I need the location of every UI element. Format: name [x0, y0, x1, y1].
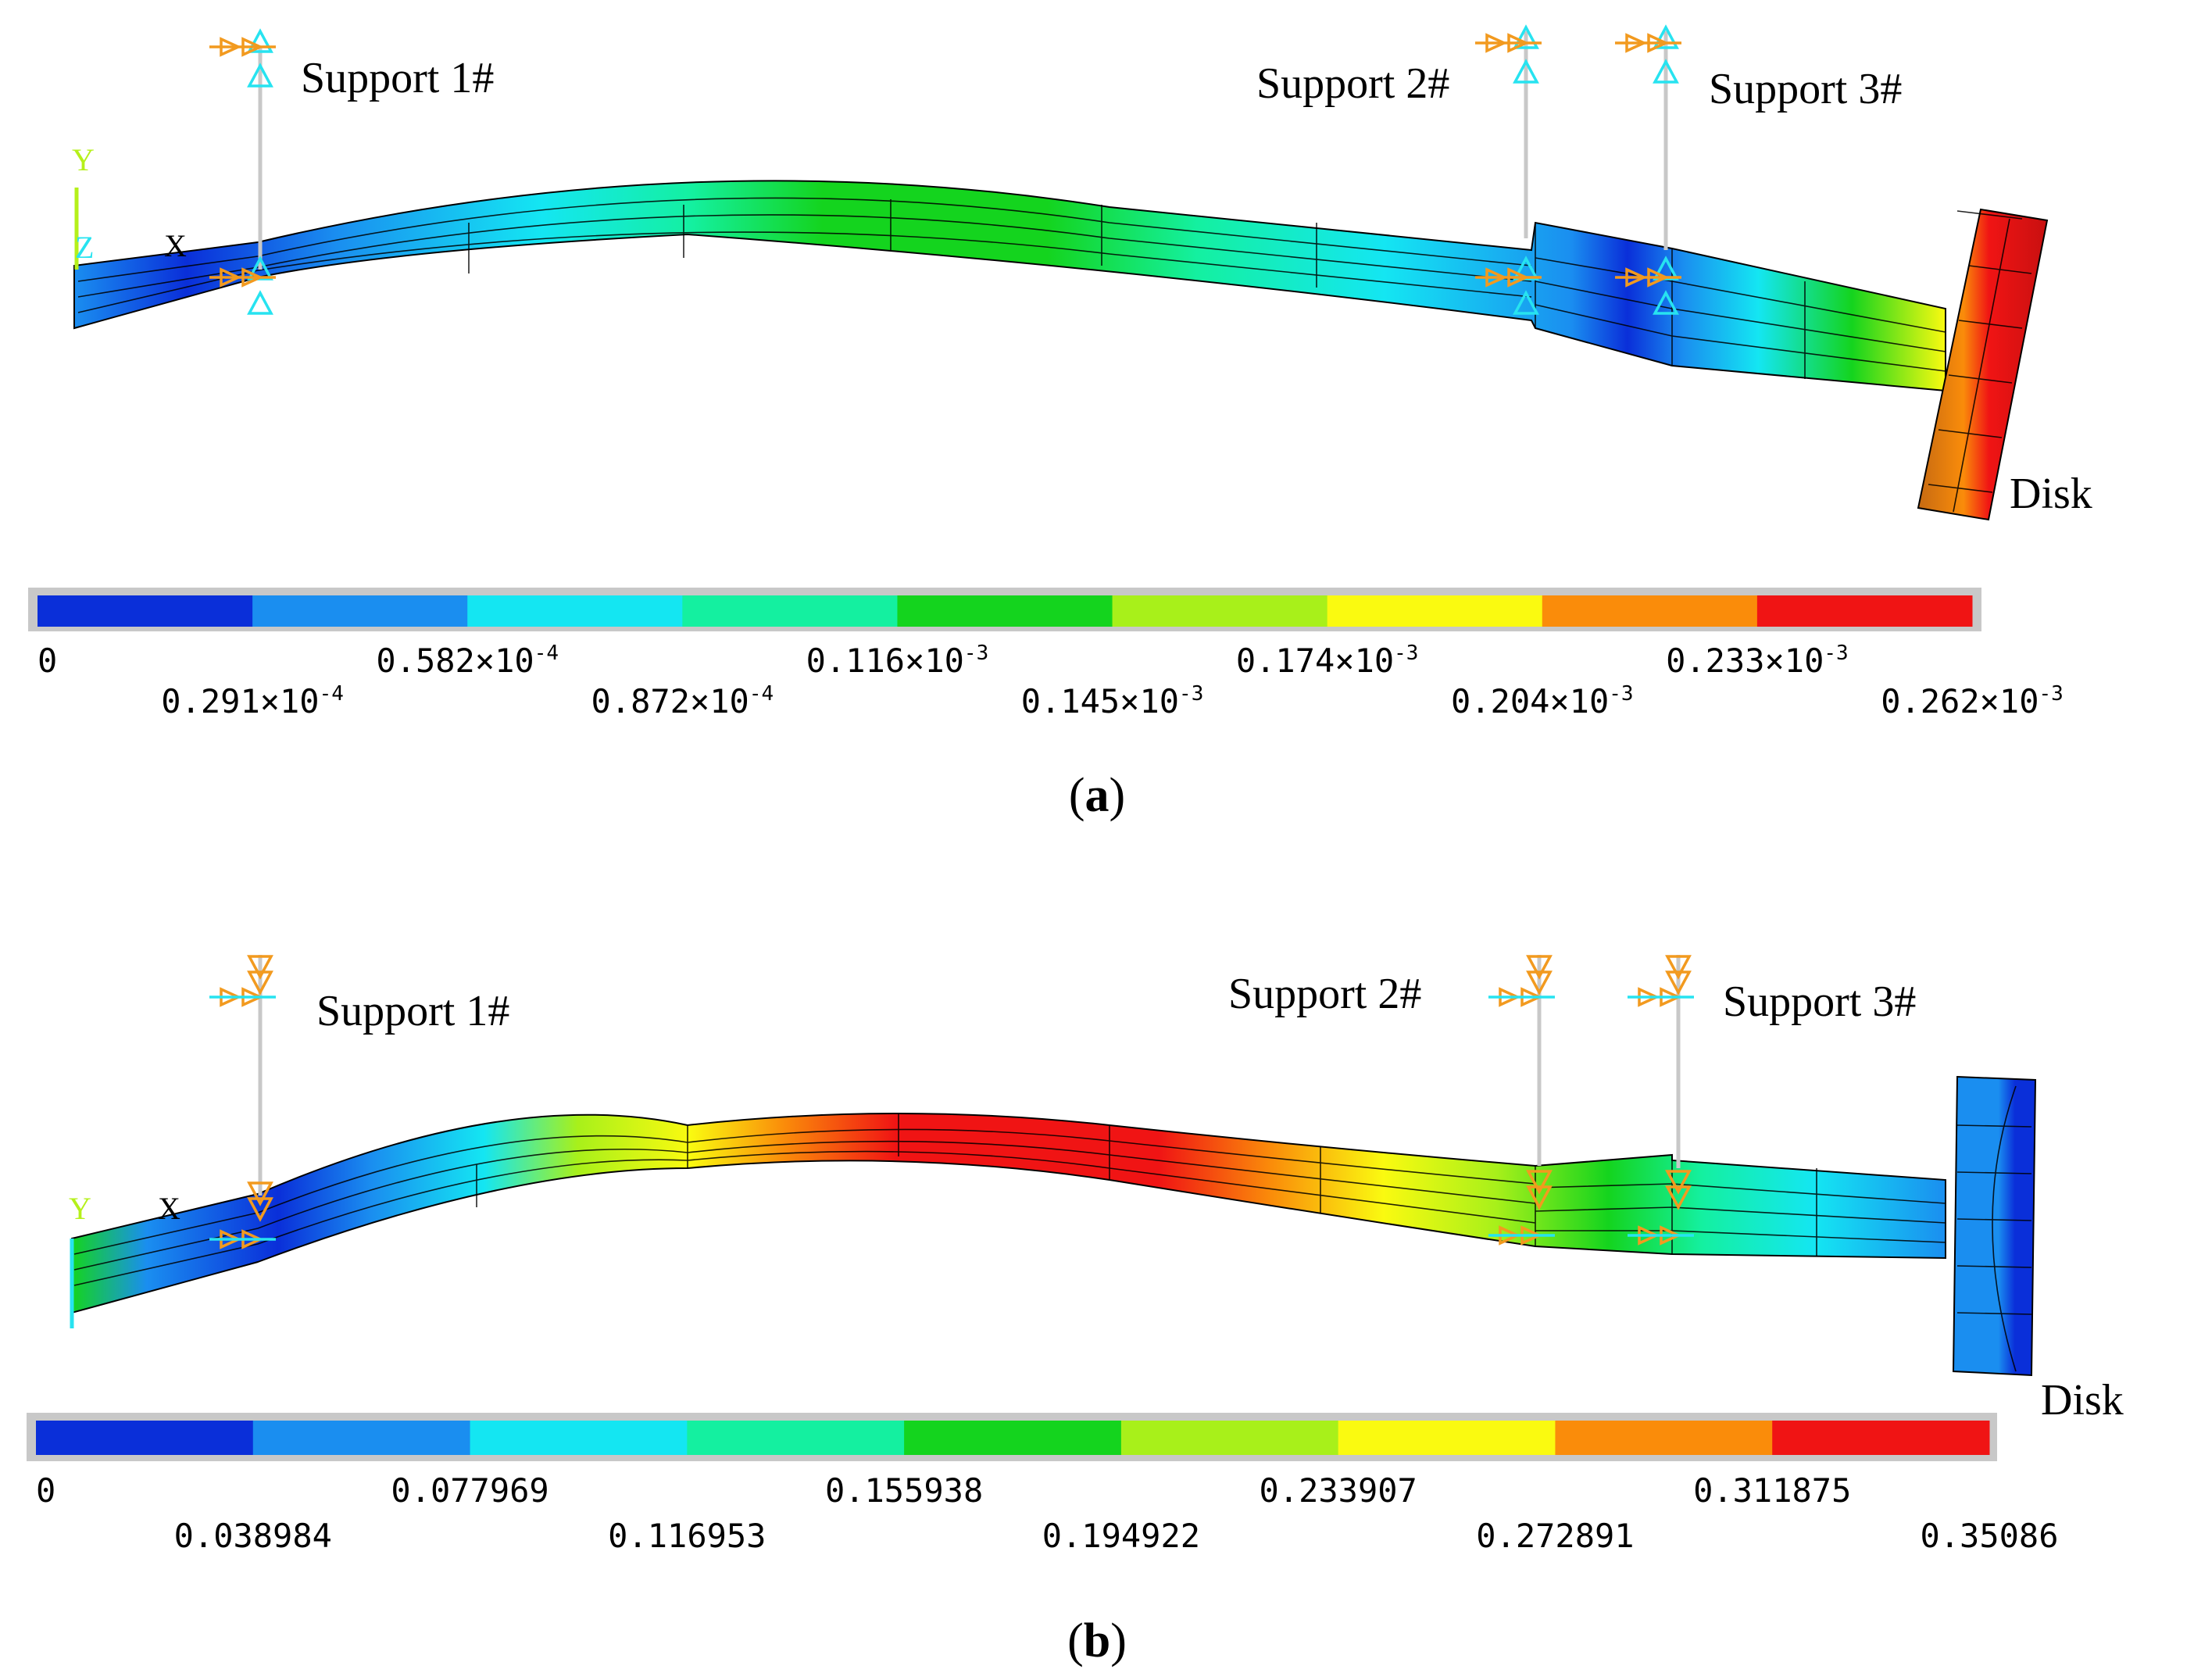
legend-swatch-b-1: [252, 1421, 471, 1455]
legend-tick-top-b-3: 0.233907: [1260, 1471, 1417, 1510]
legend-swatch-b-7: [1555, 1421, 1773, 1455]
legend-tick-bottom-b-4: 0.35086: [1920, 1517, 2058, 1555]
legend-tick-top-b-0: 0: [36, 1471, 55, 1510]
constraint-support3-top-a: [1615, 24, 1681, 84]
color-legend-a: 0 0.582×10-4 0.116×10-3 0.174×10-3 0.233×10-…: [28, 588, 2064, 720]
legend-swatch-a-7: [1542, 595, 1758, 627]
legend-tick-top-a-0: 0: [38, 642, 57, 680]
legend-swatch-b-5: [1120, 1421, 1339, 1455]
legend-swatch-b-0: [36, 1421, 254, 1455]
shaft-b: [71, 1113, 1946, 1314]
shaft-body-a: [73, 180, 1946, 392]
panel-b: Y X Support 1# Support 2# Support 3# Dis…: [27, 955, 2124, 1667]
legend-tick-top-a-2: 0.116×10-3: [806, 642, 989, 680]
legend-swatch-a-1: [252, 595, 468, 627]
legend-tick-bottom-b-1: 0.116953: [608, 1517, 766, 1555]
legend-tick-bottom-b-3: 0.272891: [1476, 1517, 1634, 1555]
constraint-support3-bottom-b: [1628, 1170, 1694, 1246]
constraint-support1-bottom-a: [209, 256, 276, 315]
legend-tick-bottom-a-4: 0.262×10-3: [1881, 682, 2064, 720]
legend-swatch-a-3: [682, 595, 898, 627]
support3-label-b: Support 3#: [1723, 978, 1916, 1026]
constraint-support1-top-a: [209, 28, 276, 88]
legend-swatch-a-8: [1756, 595, 1973, 627]
legend-swatch-b-2: [470, 1421, 688, 1455]
legend-tick-bottom-a-1: 0.872×10-4: [591, 682, 774, 720]
support3-label-a: Support 3#: [1709, 65, 1902, 113]
axis-y-label-b: Y: [69, 1191, 91, 1226]
support2-label-a: Support 2#: [1256, 59, 1449, 108]
axis-z-label-a: Z: [75, 230, 94, 265]
legend-tick-top-b-1: 0.077969: [391, 1471, 548, 1510]
constraint-support2-bottom-b: [1488, 1170, 1555, 1246]
legend-tick-top-a-1: 0.582×10-4: [376, 642, 559, 680]
legend-swatch-b-8: [1772, 1421, 1990, 1455]
legend-tick-top-a-4: 0.233×10-3: [1666, 642, 1849, 680]
axis-triad-b: Y X: [69, 1191, 180, 1328]
legend-swatch-b-6: [1338, 1421, 1556, 1455]
legend-swatch-b-3: [687, 1421, 905, 1455]
constraint-support3-bottom-a: [1615, 256, 1681, 315]
constraint-support1-bottom-b: [209, 1181, 276, 1249]
disk-a: [1917, 208, 2049, 521]
axis-x-label-b: X: [158, 1191, 180, 1226]
legend-swatch-a-0: [38, 595, 253, 627]
support1-label-b: Support 1#: [316, 987, 509, 1035]
constraint-support1-top-b: [209, 955, 276, 1007]
legend-swatch-b-4: [904, 1421, 1122, 1455]
legend-tick-bottom-a-2: 0.145×10-3: [1021, 682, 1204, 720]
caption-b: (b): [1067, 1614, 1127, 1667]
disk-b: [1952, 1075, 2037, 1377]
disk-label-b: Disk: [2041, 1376, 2124, 1424]
support2-label-b: Support 2#: [1228, 970, 1421, 1018]
caption-a: (a): [1069, 769, 1125, 822]
support1-label-a: Support 1#: [301, 54, 494, 102]
legend-tick-bottom-a-3: 0.204×10-3: [1451, 682, 1634, 720]
axis-x-label-a: X: [164, 228, 187, 263]
legend-swatch-a-5: [1112, 595, 1328, 627]
disk-label-a: Disk: [2010, 470, 2092, 518]
axis-y-label-a: Y: [72, 142, 95, 177]
legend-swatch-a-2: [467, 595, 683, 627]
legend-tick-bottom-a-0: 0.291×10-4: [161, 682, 344, 720]
legend-swatch-a-4: [897, 595, 1113, 627]
constraint-support2-bottom-a: [1475, 256, 1542, 315]
mesh-lines-b: [73, 1113, 1946, 1286]
panel-a: Y Z X Support 1# Support 2# Support 3# D…: [28, 24, 2092, 822]
constraint-support3-top-b: [1628, 955, 1694, 1007]
legend-tick-top-a-3: 0.174×10-3: [1236, 642, 1419, 680]
legend-tick-top-b-4: 0.311875: [1693, 1471, 1851, 1510]
shaft-body-b: [71, 1113, 1946, 1314]
constraint-support2-top-b: [1488, 955, 1555, 1007]
axis-triad-a: Y Z X: [72, 142, 187, 270]
legend-swatch-a-6: [1327, 595, 1543, 627]
legend-tick-bottom-b-0: 0.038984: [174, 1517, 332, 1555]
color-legend-b: 0 0.077969 0.155938 0.233907 0.311875 0.03898…: [27, 1413, 2059, 1555]
constraint-support2-top-a: [1475, 24, 1542, 84]
legend-tick-top-b-2: 0.155938: [825, 1471, 983, 1510]
legend-tick-bottom-b-2: 0.194922: [1042, 1517, 1200, 1555]
